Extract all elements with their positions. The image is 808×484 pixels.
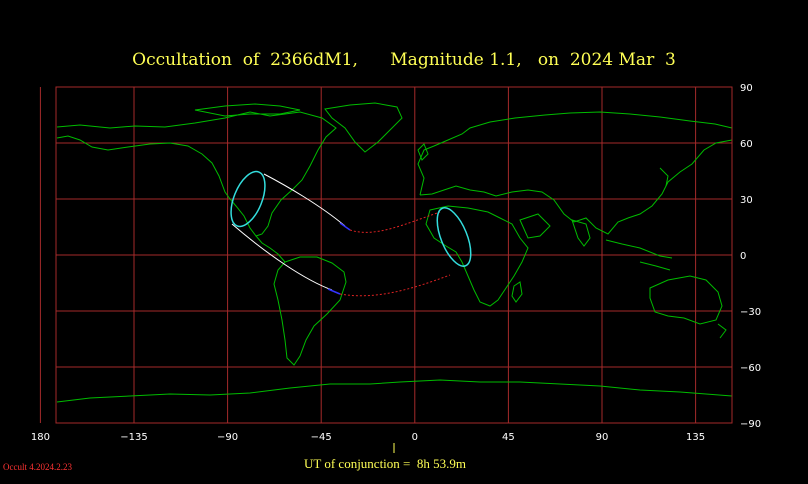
- coastline: [255, 235, 286, 263]
- southern-limit-twilight: [327, 288, 341, 295]
- coastlines: [56, 102, 733, 403]
- latitude-tick-label: 0: [740, 251, 746, 262]
- longitude-tick-label: 180: [31, 432, 50, 443]
- coastline: [639, 261, 671, 271]
- latitude-tick-labels: 90 60 30 0 −30 −60 −90: [740, 83, 761, 430]
- coastline: [417, 143, 429, 161]
- longitude-tick-label: 90: [596, 432, 609, 443]
- latitude-tick-label: −60: [740, 363, 761, 374]
- southern-limit-day: [231, 223, 333, 291]
- longitude-tick-label: −135: [120, 432, 147, 443]
- coastline: [519, 213, 551, 239]
- latitude-tick-label: −30: [740, 307, 761, 318]
- page-title: Occultation of 2366dM1, Magnitude 1.1, o…: [132, 50, 676, 70]
- coastline: [417, 111, 733, 196]
- longitude-tick-label: 45: [502, 432, 515, 443]
- coastline: [273, 256, 347, 366]
- longitude-tick-label: 0: [412, 432, 418, 443]
- coastline: [419, 139, 733, 235]
- latitude-tick-label: −90: [740, 419, 761, 430]
- coastline: [649, 275, 723, 325]
- latitude-tick-label: 60: [740, 139, 753, 150]
- graticule-grid: [39, 86, 732, 424]
- longitude-tick-labels: 180 −135 −90 −45 0 45 90 135: [31, 432, 705, 443]
- longitude-tick-label: −45: [311, 432, 332, 443]
- coastline: [194, 103, 301, 117]
- coastline: [717, 323, 727, 339]
- coastline: [56, 111, 337, 237]
- southern-limit-night: [339, 274, 451, 297]
- northern-limit-night: [349, 211, 441, 233]
- shadow-ellipse-east: [436, 207, 472, 267]
- occultation-paths: [230, 170, 472, 297]
- coastline: [425, 205, 529, 307]
- coastline: [659, 167, 669, 187]
- latitude-tick-label: 90: [740, 83, 753, 94]
- longitude-tick-label: 135: [686, 432, 705, 443]
- coastline: [324, 102, 403, 153]
- software-version: Occult 4.2024.2.23: [3, 462, 72, 472]
- coastline: [511, 281, 523, 303]
- coastline: [56, 379, 733, 403]
- coastline: [605, 239, 673, 259]
- coastline: [571, 219, 591, 247]
- northern-limit-twilight: [339, 222, 351, 231]
- ut-conjunction-label: UT of conjunction = 8h 53.9m: [304, 456, 466, 471]
- map-frame: [55, 86, 733, 424]
- latitude-tick-label: 30: [740, 195, 753, 206]
- longitude-tick-label: −90: [217, 432, 238, 443]
- shadow-ellipse-west: [230, 170, 266, 228]
- northern-limit-day: [263, 173, 346, 227]
